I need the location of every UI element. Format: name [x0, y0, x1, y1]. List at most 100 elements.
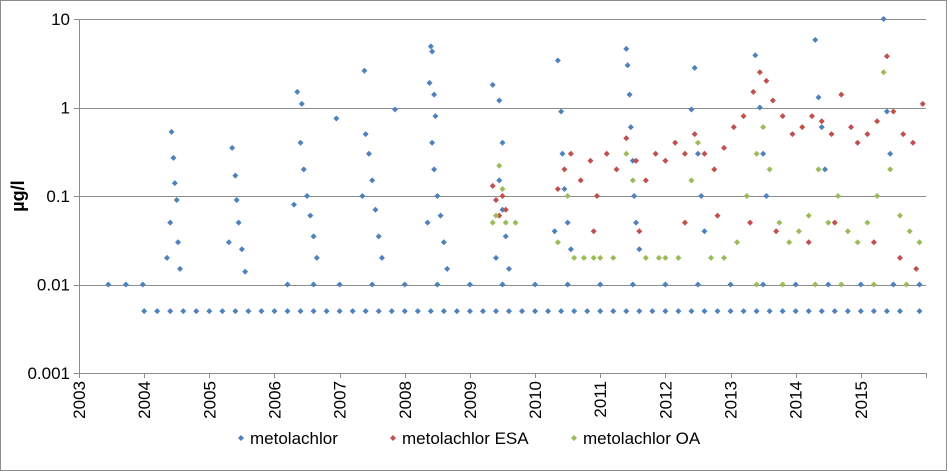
- data-point: [492, 254, 499, 261]
- data-point: [681, 150, 688, 157]
- data-point: [375, 308, 382, 315]
- data-point: [629, 281, 636, 288]
- data-point: [870, 239, 877, 246]
- data-point: [763, 77, 770, 84]
- data-point: [776, 219, 783, 226]
- data-point: [822, 166, 829, 173]
- data-point: [880, 69, 887, 76]
- data-point: [304, 193, 311, 199]
- data-point: [844, 308, 851, 315]
- data-point: [336, 281, 343, 288]
- data-point: [176, 265, 183, 272]
- data-point: [906, 228, 913, 235]
- data-point: [756, 69, 763, 76]
- data-point: [883, 108, 890, 115]
- data-point: [587, 157, 594, 164]
- data-point: [496, 97, 503, 104]
- data-point: [734, 239, 741, 246]
- legend-marker: [390, 435, 396, 441]
- data-point: [672, 139, 679, 146]
- y-tick-label: 0.1: [46, 187, 70, 206]
- x-tick-label: 2008: [396, 381, 415, 419]
- data-point: [554, 185, 561, 192]
- data-point: [365, 150, 372, 157]
- data-point: [427, 308, 434, 315]
- data-point: [792, 308, 799, 315]
- data-point: [753, 281, 760, 288]
- x-tick-label: 2012: [656, 381, 675, 419]
- data-point: [489, 81, 496, 88]
- data-point: [887, 166, 894, 173]
- data-point: [631, 193, 638, 199]
- data-point: [688, 106, 695, 113]
- data-point: [688, 177, 695, 184]
- data-point: [835, 193, 842, 199]
- data-point: [372, 206, 379, 213]
- axes: [74, 19, 927, 378]
- data-point: [229, 144, 236, 151]
- data-point: [711, 166, 718, 173]
- data-point: [163, 254, 170, 261]
- data-point: [429, 139, 436, 146]
- data-point: [874, 193, 881, 199]
- data-point: [298, 100, 305, 107]
- data-point: [633, 219, 640, 226]
- legend-marker: [238, 435, 244, 441]
- data-point: [453, 308, 460, 315]
- data-point: [590, 254, 597, 261]
- data-point: [496, 177, 503, 184]
- data-point: [916, 239, 923, 246]
- data-point: [139, 281, 146, 288]
- data-point: [232, 308, 239, 315]
- data-point: [805, 239, 812, 246]
- data-point: [629, 157, 636, 164]
- data-point: [652, 150, 659, 157]
- data-point: [502, 206, 509, 213]
- data-point: [597, 254, 604, 261]
- data-point: [623, 150, 630, 157]
- data-point: [105, 281, 112, 288]
- data-point: [506, 308, 513, 315]
- data-point: [597, 281, 604, 288]
- data-point: [890, 281, 897, 288]
- data-point: [545, 308, 552, 315]
- data-point: [779, 113, 786, 120]
- data-point: [479, 308, 486, 315]
- data-point: [284, 281, 291, 288]
- data-point: [429, 48, 436, 55]
- data-point: [378, 254, 385, 261]
- data-point: [532, 308, 539, 315]
- data-point: [496, 162, 503, 169]
- data-point: [779, 281, 786, 288]
- data-point: [558, 108, 565, 115]
- data-point: [297, 308, 304, 315]
- data-point: [180, 308, 187, 315]
- data-point: [232, 172, 239, 179]
- series-metolachlor: [105, 16, 923, 315]
- legend-marker: [571, 435, 577, 441]
- data-point: [874, 118, 881, 125]
- data-point: [760, 150, 767, 157]
- data-point: [864, 219, 871, 226]
- data-point: [489, 219, 496, 226]
- data-point: [838, 281, 845, 288]
- data-point: [694, 150, 701, 157]
- data-point: [499, 185, 506, 192]
- legend-label: metolachlor OA: [583, 429, 701, 448]
- data-point: [391, 106, 398, 113]
- data-point: [466, 308, 473, 315]
- data-point: [828, 131, 835, 138]
- data-point: [426, 79, 433, 86]
- data-point: [238, 246, 245, 253]
- data-point: [349, 308, 356, 315]
- data-point: [721, 254, 728, 261]
- data-point: [603, 150, 610, 157]
- data-point: [564, 219, 571, 226]
- data-point: [610, 254, 617, 261]
- data-point: [753, 150, 760, 157]
- data-point: [466, 281, 473, 288]
- data-point: [636, 246, 643, 253]
- data-point: [362, 131, 369, 138]
- x-tick-label: 2015: [852, 381, 871, 419]
